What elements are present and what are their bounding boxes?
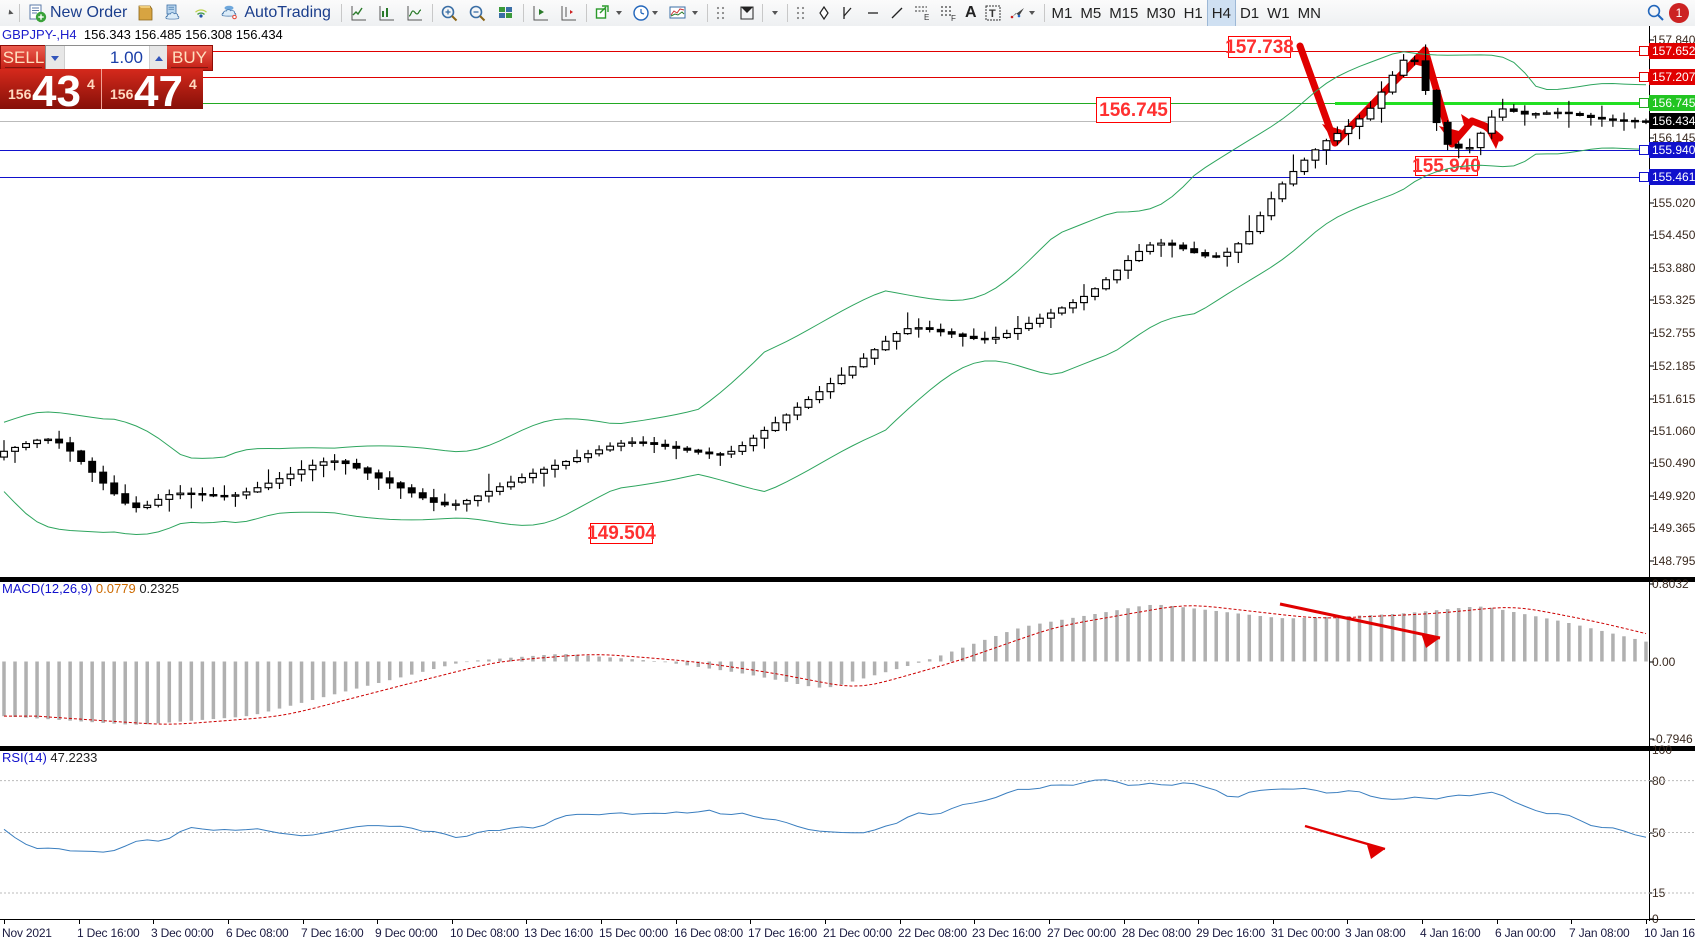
- svg-text:F: F: [951, 14, 956, 22]
- svg-text:E: E: [924, 13, 929, 22]
- svg-text:T: T: [989, 8, 996, 20]
